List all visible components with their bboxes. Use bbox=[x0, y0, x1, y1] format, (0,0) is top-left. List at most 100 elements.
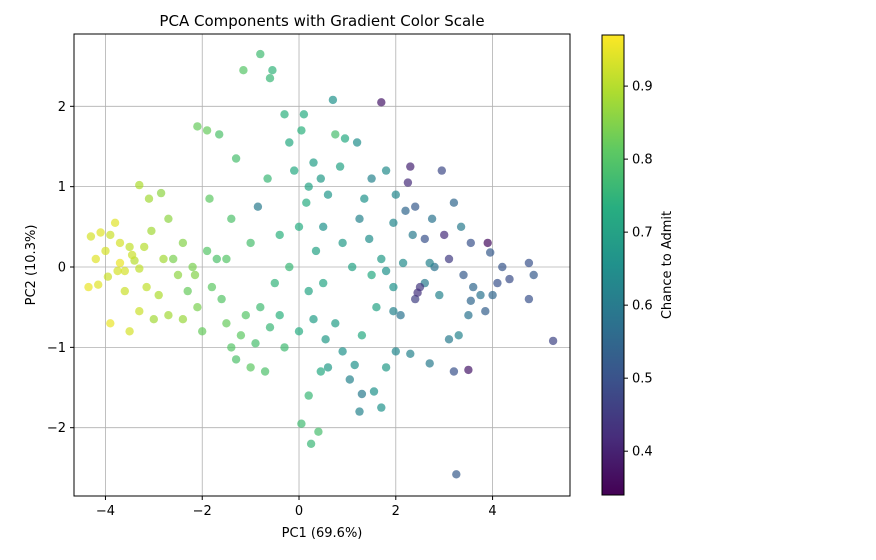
scatter-point bbox=[381, 266, 391, 276]
scatter-point bbox=[420, 234, 429, 244]
scatter-point bbox=[147, 226, 156, 236]
scatter-point bbox=[456, 222, 466, 231]
scatter-point bbox=[381, 166, 391, 175]
scatter-point bbox=[483, 238, 492, 248]
colorbar-ticks: 0.4 0.5 0.6 0.7 0.8 0.9 bbox=[624, 80, 653, 460]
scatter-point bbox=[193, 303, 202, 312]
plot-area-frame bbox=[73, 33, 571, 497]
x-tick-label: 0 bbox=[295, 504, 303, 519]
scatter-point bbox=[231, 154, 241, 163]
scatter-point bbox=[377, 254, 386, 264]
scatter-point bbox=[144, 194, 154, 203]
scatter-point bbox=[524, 258, 534, 268]
scatter-point bbox=[265, 323, 275, 332]
scatter-point bbox=[304, 182, 313, 191]
scatter-point bbox=[488, 290, 497, 300]
scatter-point bbox=[285, 262, 294, 272]
scatter-point bbox=[452, 470, 461, 479]
scatter-point bbox=[91, 254, 101, 264]
colorbar-tick-label: 0.7 bbox=[632, 226, 653, 241]
x-tick-label: 4 bbox=[488, 504, 496, 519]
scatter-point bbox=[103, 272, 113, 281]
scatter-point bbox=[377, 98, 386, 107]
scatter-point bbox=[401, 206, 410, 215]
scatter-point bbox=[297, 419, 306, 428]
scatter-point bbox=[435, 290, 444, 300]
scatter-point bbox=[505, 274, 514, 284]
scatter-point bbox=[338, 347, 347, 356]
scatter-point bbox=[381, 363, 391, 372]
scatter-point bbox=[280, 110, 289, 119]
scatter-point bbox=[355, 214, 364, 223]
scatter-point bbox=[372, 303, 381, 312]
x-axis-label: PC1 (69.6%) bbox=[282, 526, 363, 541]
scatter-point bbox=[357, 389, 367, 399]
scatter-point bbox=[154, 290, 163, 300]
scatter-point bbox=[413, 288, 422, 297]
scatter-point bbox=[268, 66, 277, 75]
scatter-point bbox=[454, 331, 463, 340]
scatter-point bbox=[125, 327, 134, 336]
colorbar-tick-label: 0.4 bbox=[632, 445, 653, 460]
y-tick-label: 1 bbox=[58, 180, 66, 195]
scatter-point bbox=[309, 315, 318, 324]
scatter-point bbox=[425, 258, 434, 268]
scatter-point bbox=[294, 222, 304, 231]
scatter-point bbox=[340, 134, 350, 143]
colorbar-tick-label: 0.8 bbox=[632, 153, 653, 168]
scatter-point bbox=[345, 375, 354, 384]
scatter-point bbox=[270, 278, 279, 288]
scatter-point bbox=[360, 194, 369, 203]
scatter-point bbox=[239, 66, 248, 75]
scatter-point bbox=[156, 188, 166, 198]
scatter-point bbox=[120, 286, 129, 296]
scatter-point bbox=[164, 311, 173, 320]
scatter-point bbox=[476, 290, 485, 300]
scatter-point bbox=[253, 202, 263, 211]
scatter-point bbox=[529, 270, 538, 280]
chart-title: PCA Components with Gradient Color Scale bbox=[159, 12, 484, 30]
scatter-point bbox=[294, 327, 304, 336]
scatter-point bbox=[391, 347, 400, 356]
scatter-point bbox=[377, 403, 386, 412]
scatter-point bbox=[350, 360, 359, 370]
scatter-point bbox=[94, 280, 103, 289]
scatter-point bbox=[411, 202, 420, 211]
scatter-point bbox=[304, 286, 313, 296]
scatter-point bbox=[202, 126, 212, 135]
scatter-point bbox=[469, 282, 478, 292]
scatter-point bbox=[331, 130, 340, 139]
scatter-point bbox=[398, 258, 408, 268]
scatter-point bbox=[352, 138, 362, 147]
scatter-point bbox=[304, 391, 313, 400]
colorbar-tick-label: 0.5 bbox=[632, 372, 653, 387]
scatter-point bbox=[193, 122, 202, 131]
scatter-point bbox=[427, 214, 437, 223]
scatter-point bbox=[367, 270, 376, 280]
scatter-point bbox=[466, 238, 475, 248]
scatter-point bbox=[297, 126, 306, 135]
scatter-point bbox=[299, 110, 309, 119]
scatter-point bbox=[149, 315, 158, 324]
scatter-point bbox=[159, 254, 168, 264]
scatter-point bbox=[190, 270, 200, 280]
scatter-point bbox=[227, 214, 236, 223]
scatter-point bbox=[106, 319, 115, 328]
scatter-point bbox=[290, 166, 299, 175]
scatter-point bbox=[207, 282, 217, 292]
scatter-point bbox=[406, 162, 415, 171]
scatter-point bbox=[275, 311, 284, 320]
scatter-point bbox=[246, 238, 255, 248]
scatter-point bbox=[205, 194, 214, 203]
scatter-point bbox=[106, 230, 115, 240]
scatter-point bbox=[265, 74, 275, 83]
colorbar-gradient bbox=[601, 34, 625, 496]
colorbar-tick-label: 0.9 bbox=[632, 80, 653, 95]
scatter-point bbox=[444, 335, 454, 344]
scatter-point bbox=[367, 174, 376, 183]
scatter-point bbox=[127, 250, 137, 260]
axis-ticks: −4 −2 0 2 4 −2 −1 0 1 2 bbox=[47, 100, 497, 519]
x-tick-label: −4 bbox=[96, 504, 115, 519]
scatter-point bbox=[355, 407, 364, 416]
